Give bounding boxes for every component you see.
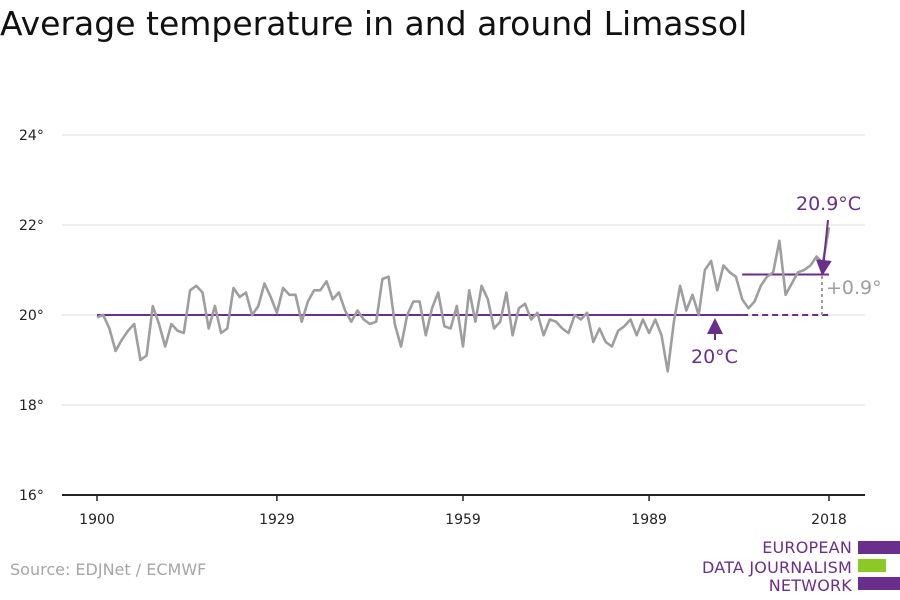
logo-bar-green	[858, 559, 886, 572]
x-tick-label: 1959	[445, 512, 481, 528]
logo-line-1: EUROPEAN	[762, 538, 852, 557]
logo-bar-purple-top	[858, 541, 900, 554]
source-note: Source: EDJNet / ECMWF	[10, 560, 207, 579]
chart-title: Average temperature in and around Limass…	[0, 4, 748, 43]
y-tick-label: 16°	[19, 488, 44, 504]
series	[96, 227, 831, 373]
x-tick-label: 1929	[259, 512, 295, 528]
annotations: 20.9°C 20°C +0.9°	[691, 193, 882, 368]
axes: 16° 18° 20° 22° 24° 1900 1929 1959 1989 2018	[19, 128, 865, 528]
y-tick-label: 20°	[19, 308, 44, 324]
x-tick-label: 1989	[631, 512, 667, 528]
arrow-recent-average	[815, 219, 832, 276]
y-tick-label: 24°	[19, 128, 44, 144]
x-tick-label: 2018	[811, 512, 847, 528]
annotation-recent-average: 20.9°C	[796, 193, 861, 215]
logo-line-2: DATA JOURNALISM	[702, 558, 852, 577]
edjnet-logo: EUROPEAN DATA JOURNALISM NETWORK	[700, 530, 900, 600]
logo-line-3: NETWORK	[768, 576, 852, 595]
temperature-line	[96, 227, 831, 373]
logo-bar-purple-bottom	[858, 577, 900, 590]
x-tick-label: 1900	[79, 512, 115, 528]
annotation-difference: +0.9°	[826, 277, 882, 299]
grid-lines	[62, 134, 865, 406]
y-tick-label: 22°	[19, 218, 44, 234]
reference-lines	[97, 273, 829, 316]
y-tick-label: 18°	[19, 398, 44, 414]
annotation-baseline-average: 20°C	[691, 346, 738, 368]
